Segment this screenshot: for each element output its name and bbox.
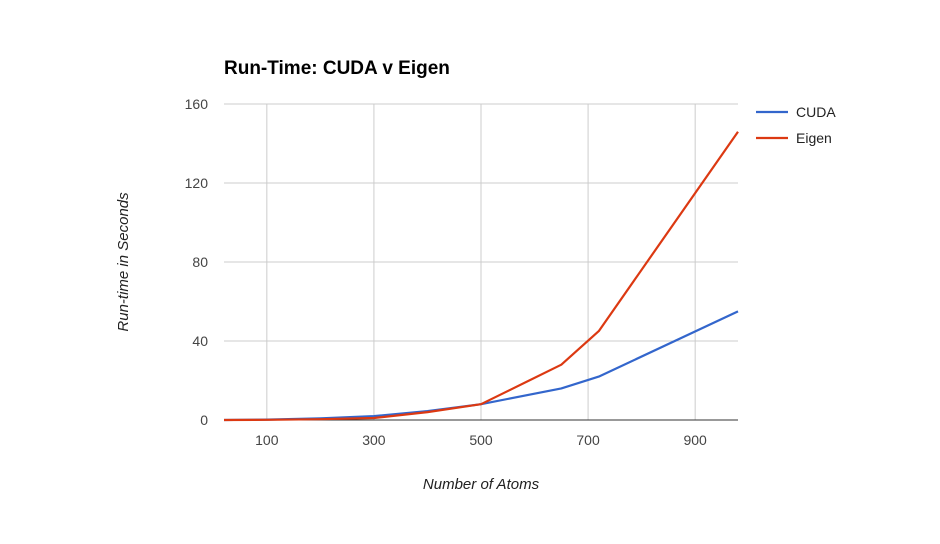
x-tick-label: 700 (576, 432, 600, 448)
legend-label-cuda: CUDA (796, 104, 836, 120)
x-tick-label: 300 (362, 432, 386, 448)
series-line-eigen (223, 131, 739, 422)
y-tick-label: 40 (192, 333, 208, 349)
y-axis-title: Run-time in Seconds (115, 192, 132, 332)
y-tick-label: 120 (185, 175, 209, 191)
series-lines (223, 131, 739, 422)
grid (224, 103, 738, 421)
legend: CUDA Eigen (756, 104, 836, 146)
y-tick-label: 80 (192, 254, 208, 270)
x-tick-label: 100 (255, 432, 279, 448)
axis-ticks: 0 40 80 120 160 100 300 500 700 900 (185, 96, 707, 448)
legend-label-eigen: Eigen (796, 130, 832, 146)
x-tick-label: 500 (469, 432, 493, 448)
chart-title: Run-Time: CUDA v Eigen (224, 58, 450, 79)
x-axis-title: Number of Atoms (423, 476, 540, 493)
y-tick-label: 0 (200, 412, 208, 428)
y-tick-label: 160 (185, 96, 209, 112)
x-tick-label: 900 (683, 432, 707, 448)
